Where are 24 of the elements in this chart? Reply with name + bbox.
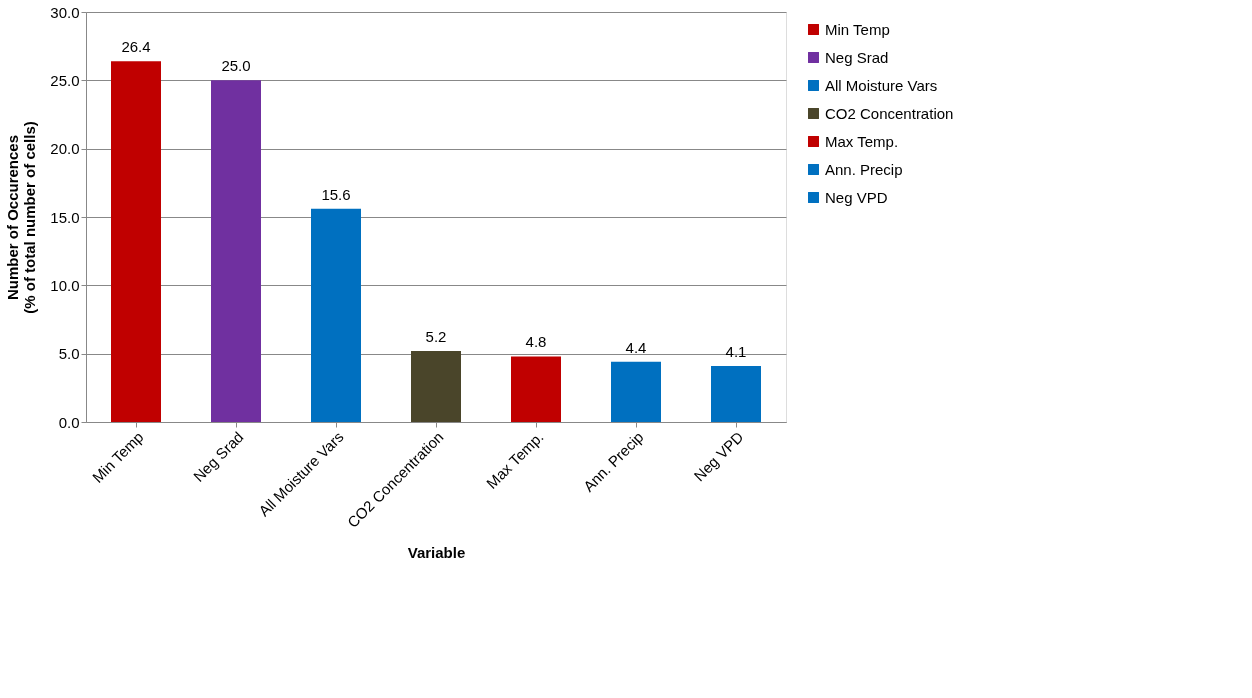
data-label: 15.6	[321, 185, 351, 203]
legend-label: Min Temp	[825, 20, 890, 38]
data-label: 4.1	[725, 342, 747, 360]
data-label: 4.4	[625, 338, 647, 356]
y-tick-label: 30.0	[50, 3, 80, 21]
data-label: 26.4	[121, 38, 151, 56]
legend-label: Ann. Precip	[825, 160, 903, 178]
legend-label: Max Temp.	[825, 132, 899, 150]
data-label: 25.0	[221, 57, 251, 75]
y-axis-title: Number of Occurences (% of total number of cells)	[4, 121, 39, 314]
y-tick-label: 0.0	[58, 413, 80, 431]
legend-label: CO2 Concentration	[825, 104, 954, 122]
data-label: 4.8	[525, 333, 547, 351]
legend-label: All Moisture Vars	[825, 76, 938, 94]
y-tick-label: 5.0	[58, 345, 80, 363]
y-tick-label: 15.0	[50, 208, 80, 226]
y-tick-label: 10.0	[50, 276, 80, 294]
x-axis-title: Variable	[407, 543, 466, 561]
x-tick-label: Neg VPD	[690, 427, 747, 485]
y-tick-label: 20.0	[50, 140, 80, 158]
y-tick-label: 25.0	[50, 71, 80, 89]
legend-label: Neg VPD	[825, 188, 888, 206]
legend-label: Neg Srad	[825, 48, 889, 66]
data-label: 5.2	[425, 327, 447, 345]
